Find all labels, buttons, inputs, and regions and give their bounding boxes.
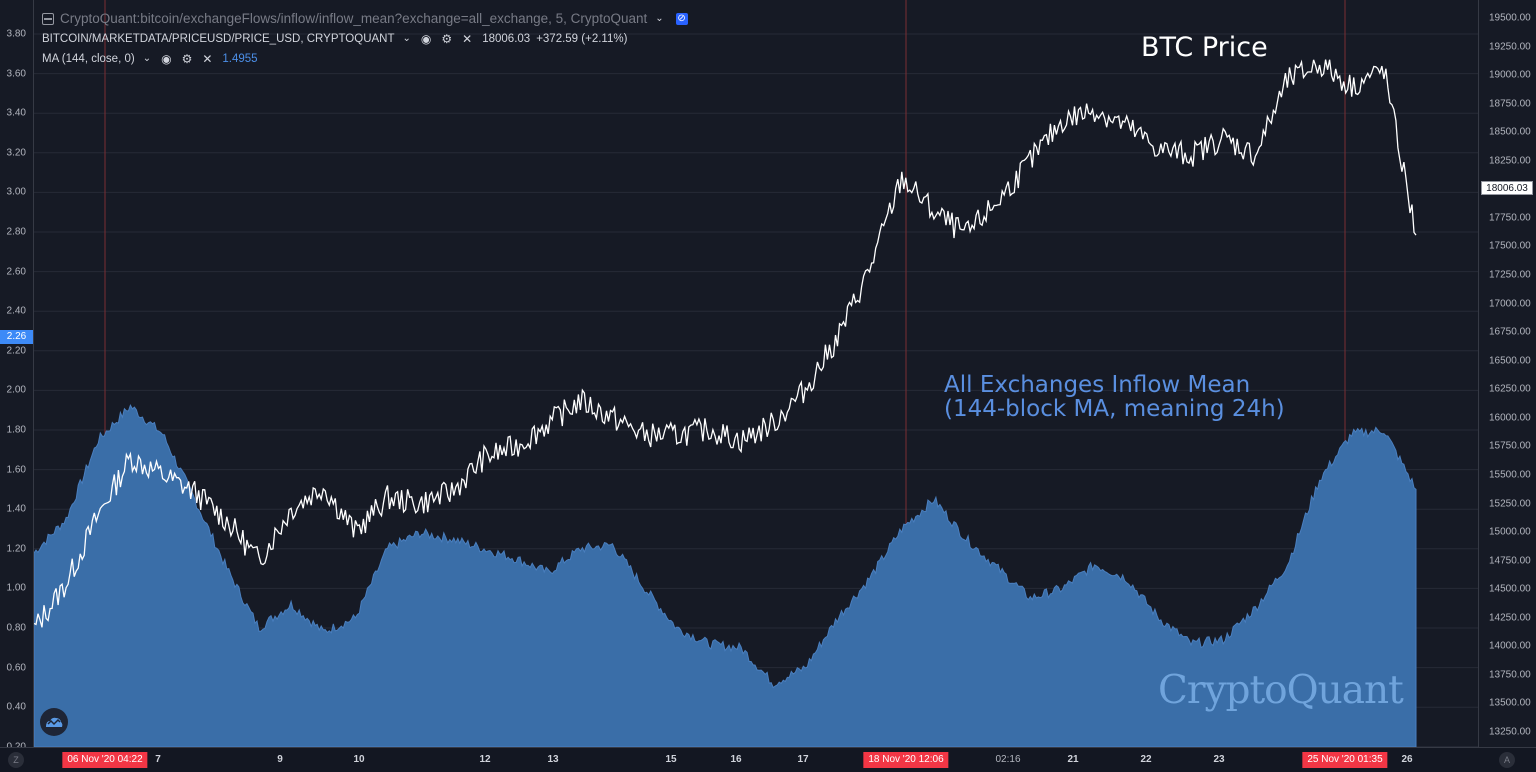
close-icon[interactable]: ✕ — [202, 52, 213, 66]
data-source-icon[interactable]: ⊘ — [675, 13, 688, 25]
right-axis-tick: 13250.00 — [1489, 726, 1531, 738]
price-series-label[interactable]: BITCOIN/MARKETDATA/PRICEUSD/PRICE_USD, C… — [42, 33, 395, 45]
collapse-legend-icon[interactable] — [42, 13, 54, 25]
gear-icon[interactable]: ⚙ — [441, 32, 453, 46]
right-axis-tick: 15750.00 — [1489, 440, 1531, 452]
right-axis-tick: 16000.00 — [1489, 412, 1531, 424]
zoom-reset-button[interactable]: Z — [8, 752, 24, 768]
right-axis-tick: 15500.00 — [1489, 469, 1531, 481]
eye-icon[interactable]: ◉ — [420, 32, 432, 46]
right-axis-tick: 14500.00 — [1489, 583, 1531, 595]
chart-legend: CryptoQuant:bitcoin/exchangeFlows/inflow… — [42, 9, 688, 69]
chevron-down-icon[interactable]: ⌄ — [655, 13, 664, 24]
left-axis-tick: 3.80 — [6, 28, 26, 40]
close-icon[interactable]: ✕ — [462, 32, 473, 46]
left-axis-tick: 3.60 — [6, 68, 26, 80]
inflow-mean-area — [33, 403, 1417, 748]
right-axis-tick: 16250.00 — [1489, 383, 1531, 395]
right-axis-tick: 17750.00 — [1489, 212, 1531, 224]
left-axis-tick: 2.40 — [6, 305, 26, 317]
crosshair-time-label: 06 Nov '20 04:22 — [62, 752, 148, 768]
chevron-down-icon[interactable]: ⌄ — [402, 33, 411, 44]
left-axis-tick: 0.20 — [0, 741, 26, 752]
time-axis-tick: 26 — [1401, 754, 1413, 765]
btc-price-line — [33, 59, 1417, 628]
time-axis-tick: 22 — [1140, 754, 1152, 765]
time-axis-tick: 7 — [155, 754, 161, 765]
left-axis-tick: 0.60 — [6, 662, 26, 674]
right-axis-tick: 14250.00 — [1489, 612, 1531, 624]
right-axis-tick: 16750.00 — [1489, 326, 1531, 338]
time-axis-tick: 17 — [797, 754, 809, 765]
time-axis-tick: 15 — [665, 754, 677, 765]
legend-ma-row[interactable]: MA (144, close, 0) ⌄ ◉ ⚙ ✕ 1.4955 — [42, 49, 688, 69]
crosshair-time-label: 25 Nov '20 01:35 — [1302, 752, 1388, 768]
left-axis-tick: 1.80 — [6, 424, 26, 436]
left-axis-tick: 2.80 — [6, 226, 26, 238]
time-axis-tick: 16 — [730, 754, 742, 765]
time-axis[interactable]: 7 9 10 12 13 15 16 17 02:16 21 22 23 26 06 Nov '20 04… — [0, 747, 1536, 772]
right-axis-tick: 13500.00 — [1489, 697, 1531, 709]
left-axis-tick: 3.20 — [6, 147, 26, 159]
crosshair-time-label: 18 Nov '20 12:06 — [863, 752, 949, 768]
inflow-annotation-line2: (144-block MA, meaning 24h) — [944, 396, 1285, 422]
time-axis-tick: 02:16 — [995, 754, 1021, 765]
right-axis-tick: 19500.00 — [1489, 12, 1531, 24]
left-axis-tick: 1.00 — [6, 582, 26, 594]
right-axis-tick: 17250.00 — [1489, 269, 1531, 281]
right-price-axis[interactable]: 19500.00 19250.00 19000.00 18750.00 18500.00… — [1478, 0, 1536, 747]
inflow-annotation: All Exchanges Inflow Mean (144-block MA,… — [944, 373, 1285, 421]
left-price-axis[interactable]: 3.80 3.60 3.40 3.20 3.00 2.80 2.60 2.40 2.20 2.00… — [0, 0, 34, 752]
left-axis-tick: 2.60 — [6, 266, 26, 278]
time-axis-tick: 9 — [277, 754, 283, 765]
right-axis-tick: 17000.00 — [1489, 298, 1531, 310]
right-axis-tick: 19250.00 — [1489, 41, 1531, 53]
time-axis-tick: 10 — [353, 754, 365, 765]
right-axis-tick: 13750.00 — [1489, 669, 1531, 681]
right-axis-tick: 17500.00 — [1489, 240, 1531, 252]
ma-value: 1.4955 — [222, 53, 258, 65]
right-axis-tick: 18250.00 — [1489, 155, 1531, 167]
price-change: +372.59 (+2.11%) — [536, 33, 628, 45]
left-axis-tick: 1.60 — [6, 464, 26, 476]
left-axis-tick: 0.80 — [6, 622, 26, 634]
right-axis-tick: 18750.00 — [1489, 98, 1531, 110]
right-axis-tick: 14750.00 — [1489, 555, 1531, 567]
legend-title-row[interactable]: CryptoQuant:bitcoin/exchangeFlows/inflow… — [42, 9, 688, 29]
last-price-label: 18006.03 — [1481, 181, 1533, 195]
right-axis-tick: 14000.00 — [1489, 640, 1531, 652]
auto-scale-button[interactable]: A — [1499, 752, 1515, 768]
mountain-icon — [46, 717, 63, 727]
ma-series-label[interactable]: MA (144, close, 0) — [42, 53, 135, 65]
left-axis-tick: 1.20 — [6, 543, 26, 555]
right-axis-tick: 15250.00 — [1489, 498, 1531, 510]
left-axis-tick: 2.00 — [6, 384, 26, 396]
chevron-down-icon[interactable]: ⌄ — [142, 53, 152, 64]
left-axis-tick: 3.40 — [6, 107, 26, 119]
legend-title[interactable]: CryptoQuant:bitcoin/exchangeFlows/inflow… — [60, 11, 648, 26]
left-axis-tick: 1.40 — [6, 503, 26, 515]
right-axis-tick: 19000.00 — [1489, 69, 1531, 81]
right-axis-tick: 16500.00 — [1489, 355, 1531, 367]
time-axis-tick: 13 — [547, 754, 559, 765]
gear-icon[interactable]: ⚙ — [181, 52, 193, 66]
right-axis-tick: 15000.00 — [1489, 526, 1531, 538]
left-axis-tick: 2.20 — [6, 345, 26, 357]
time-axis-tick: 21 — [1067, 754, 1079, 765]
right-axis-tick: 18500.00 — [1489, 126, 1531, 138]
price-last-value: 18006.03 — [482, 33, 531, 45]
btc-price-annotation: BTC Price — [1141, 32, 1268, 63]
inflow-annotation-line1: All Exchanges Inflow Mean — [944, 372, 1251, 398]
cryptoquant-logo-icon[interactable] — [40, 708, 68, 736]
time-axis-tick: 23 — [1213, 754, 1225, 765]
cryptoquant-watermark: CryptoQuant — [1158, 668, 1404, 713]
left-axis-tick: 3.00 — [6, 186, 26, 198]
eye-icon[interactable]: ◉ — [161, 52, 172, 66]
left-axis-tick: 0.40 — [6, 701, 26, 713]
time-axis-tick: 12 — [479, 754, 491, 765]
legend-price-row[interactable]: BITCOIN/MARKETDATA/PRICEUSD/PRICE_USD, C… — [42, 29, 688, 49]
left-axis-crosshair-label: 2.26 — [0, 330, 33, 344]
